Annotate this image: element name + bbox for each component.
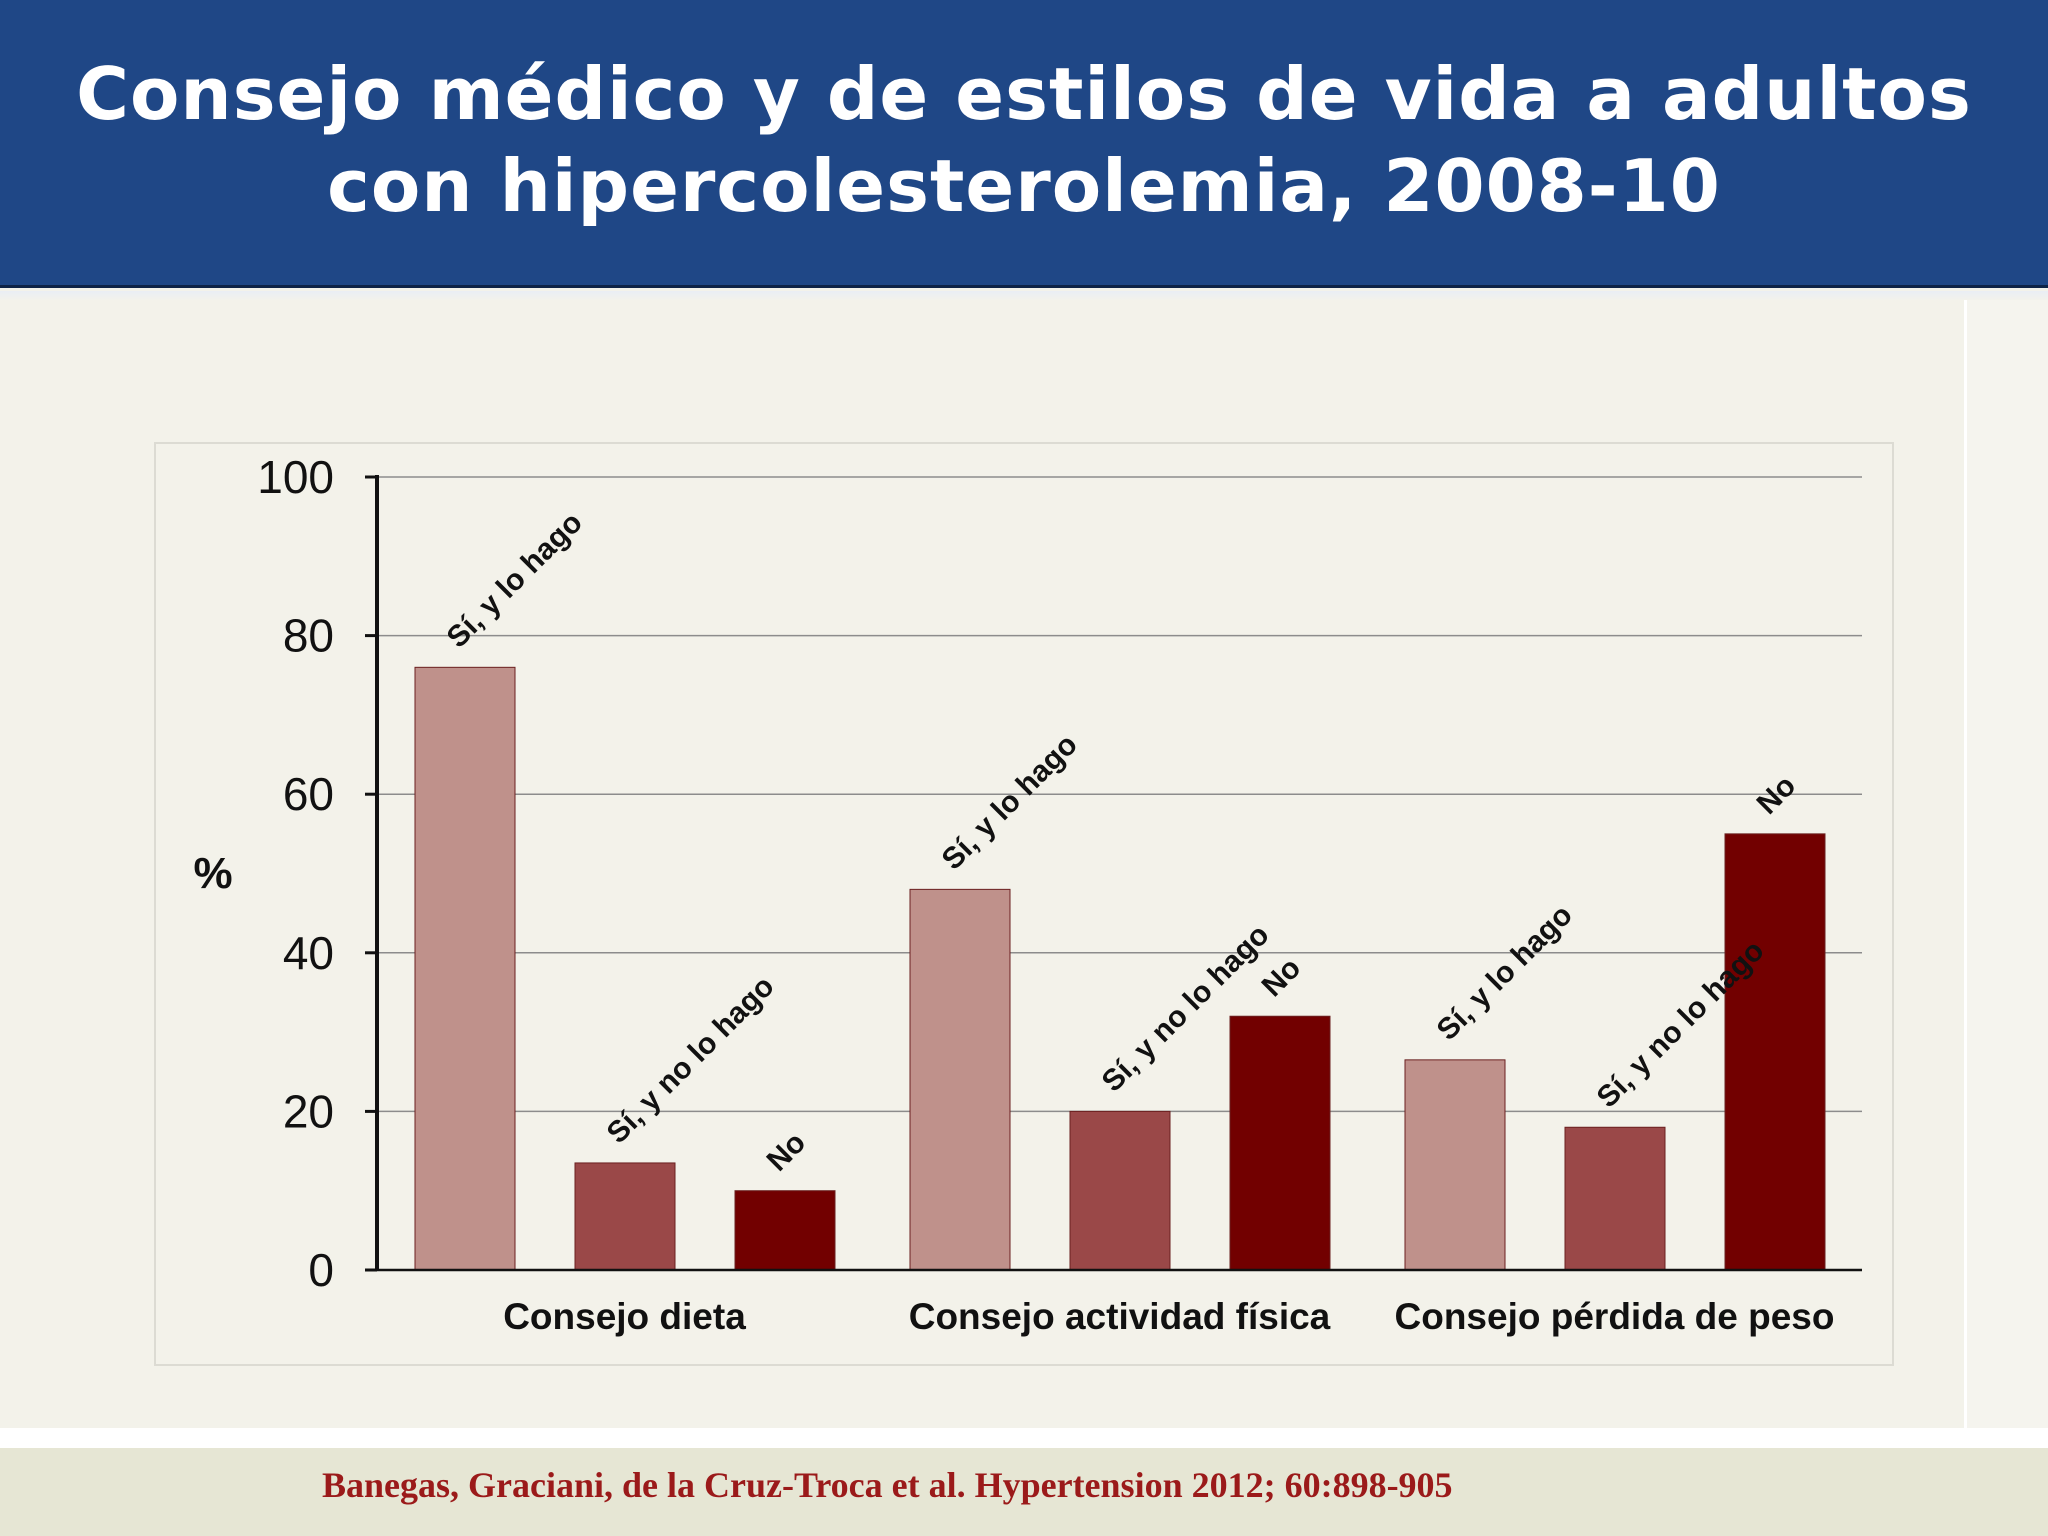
footer-divider <box>0 1428 2048 1448</box>
bar <box>909 888 1011 1271</box>
bar-label: No <box>761 1126 813 1178</box>
chart-frame <box>154 442 1894 1366</box>
bar <box>1564 1126 1666 1271</box>
y-tick-label: 100 <box>257 451 334 503</box>
footer-band <box>0 1448 2048 1536</box>
page-title: Consejo médico y de estilos de vida a ad… <box>40 48 2008 232</box>
citation-text: Banegas, Graciani, de la Cruz-Troca et a… <box>322 1465 1453 1505</box>
y-tick-label: 80 <box>283 610 334 662</box>
page-title-line-1: Consejo médico y de estilos de vida a ad… <box>76 52 1972 136</box>
bar <box>1404 1059 1506 1271</box>
title-underline <box>0 291 2048 301</box>
bar <box>414 666 516 1271</box>
bar <box>1229 1015 1331 1271</box>
y-tick-label: 0 <box>308 1244 334 1296</box>
bar <box>1724 833 1826 1271</box>
bar-label: Sí, y lo hago <box>936 728 1084 876</box>
bar-label: Sí, y lo hago <box>1431 899 1579 1047</box>
bar-label: No <box>1256 952 1308 1004</box>
bar-label: Sí, y lo hago <box>441 506 589 654</box>
bar <box>574 1162 676 1271</box>
x-category-label: Consejo pérdida de peso <box>1395 1296 1835 1337</box>
x-category-label: Consejo actividad física <box>909 1296 1331 1337</box>
bar-label: Sí, y no lo hago <box>601 970 781 1150</box>
bar <box>1069 1110 1171 1271</box>
bar-label: No <box>1751 769 1803 821</box>
y-tick-label: 20 <box>283 1085 334 1137</box>
y-axis-label: % <box>193 849 232 898</box>
y-tick-label: 40 <box>283 927 334 979</box>
x-category-label: Consejo dieta <box>503 1296 746 1337</box>
right-margin-strip <box>1964 300 2048 1428</box>
title-banner: Consejo médico y de estilos de vida a ad… <box>0 0 2048 288</box>
y-tick-label: 60 <box>283 768 334 820</box>
page-title-line-2: con hipercolesterolemia, 2008-10 <box>327 144 1721 228</box>
axis-layer: 0 20 40 60 80 100 <box>257 451 1862 1296</box>
bar <box>734 1190 836 1271</box>
bar-layer <box>414 666 1826 1271</box>
grid-layer <box>377 476 1862 1113</box>
